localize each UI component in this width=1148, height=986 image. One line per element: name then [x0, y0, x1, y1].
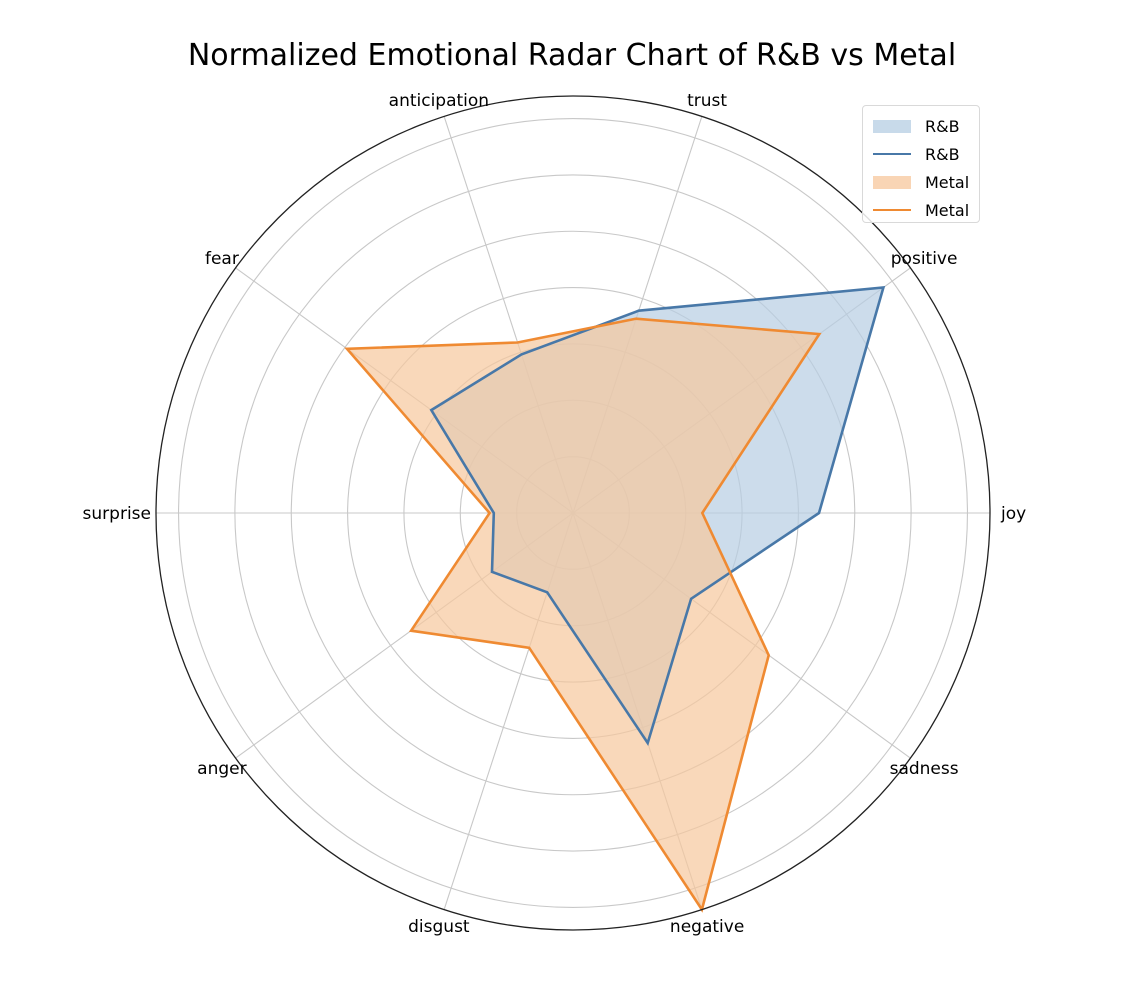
legend-swatch-rnb-line: [873, 153, 911, 155]
legend-entry-rnb-fill: R&B: [873, 114, 960, 138]
axis-label-disgust: disgust: [408, 917, 470, 937]
legend-swatch-rnb-fill: [873, 119, 911, 133]
legend-label: R&B: [925, 116, 960, 136]
axis-label-surprise: surprise: [83, 504, 151, 524]
axis-label-sadness: sadness: [890, 759, 959, 779]
axis-label-trust: trust: [687, 91, 727, 111]
legend-swatch-metal-line: [873, 209, 911, 211]
polar-frame: [155, 95, 991, 931]
legend-label: R&B: [925, 144, 960, 164]
chart-title: Normalized Emotional Radar Chart of R&B …: [187, 38, 957, 73]
series-line-metal: [344, 317, 822, 913]
legend-entry-rnb-line: R&B: [873, 142, 960, 166]
axis-label-fear: fear: [205, 249, 239, 269]
axis-label-positive: positive: [891, 249, 958, 269]
legend-label: Metal: [925, 200, 970, 220]
legend-entry-metal-line: Metal: [873, 198, 969, 222]
legend: R&B R&B Metal Metal: [862, 105, 980, 223]
axis-label-anticipation: anticipation: [389, 91, 489, 111]
legend-swatch-metal-fill: [873, 175, 911, 189]
series-line-rnb: [429, 286, 886, 747]
legend-label: Metal: [925, 172, 970, 192]
axis-label-joy: joy: [1000, 504, 1026, 524]
legend-entry-metal-fill: Metal: [873, 170, 969, 194]
axis-label-anger: anger: [197, 759, 246, 779]
axis-label-negative: negative: [670, 917, 744, 937]
